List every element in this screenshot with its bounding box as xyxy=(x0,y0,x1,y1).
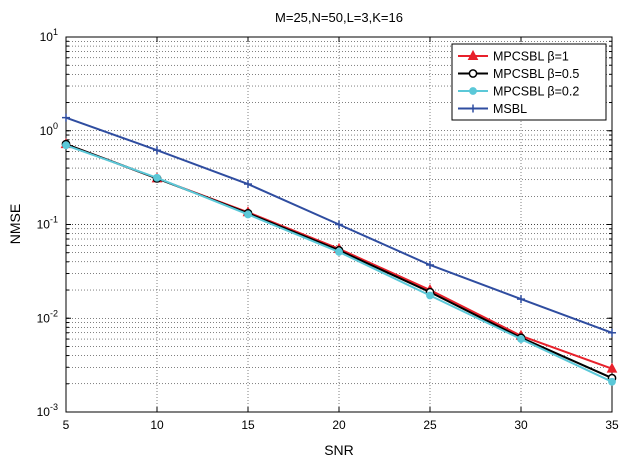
series-3 xyxy=(62,113,616,337)
series-layer xyxy=(60,113,618,386)
x-tick-label: 5 xyxy=(63,418,70,432)
dot-marker xyxy=(153,173,161,182)
y-tick-label: 100 xyxy=(40,121,58,138)
x-tick-label: 20 xyxy=(332,418,346,432)
legend-item: MSBL xyxy=(458,102,527,116)
y-axis-title: NMSE xyxy=(7,204,23,244)
dot-marker xyxy=(517,335,525,343)
chart-title: M=25,N=50,L=3,K=16 xyxy=(275,10,403,25)
y-tick-label: 10-2 xyxy=(37,308,58,325)
legend-item: MPCSBL β=0.5 xyxy=(458,67,579,81)
circle-marker xyxy=(468,69,478,78)
grid xyxy=(66,37,612,412)
legend-item: MPCSBL β=1 xyxy=(458,50,569,64)
legend-item: MPCSBL β=0.2 xyxy=(458,85,579,99)
x-tick-label: 15 xyxy=(241,418,255,432)
x-tick-label: 25 xyxy=(423,418,437,432)
y-tick-label: 101 xyxy=(40,27,58,44)
axis-ticks: 5 10 15 20 25 30 35 10-3 10-2 10-1 100 101 xyxy=(37,27,619,432)
legend: MPCSBL β=1 MPCSBL β=0.5 MPCSBL β=0.2 MSBL xyxy=(451,43,607,121)
dot-marker xyxy=(426,291,434,300)
dot-marker xyxy=(244,210,252,219)
series-2 xyxy=(62,141,616,386)
x-axis-title: SNR xyxy=(324,442,354,458)
legend-label: MSBL xyxy=(493,102,527,116)
dot-marker xyxy=(608,377,616,386)
y-tick-label: 10-3 xyxy=(37,402,58,419)
triangle-marker xyxy=(467,49,479,60)
dot-marker xyxy=(62,141,70,150)
legend-label: MPCSBL β=0.5 xyxy=(493,67,579,81)
x-tick-label: 10 xyxy=(150,418,164,432)
legend-label: MPCSBL β=0.2 xyxy=(493,85,579,99)
legend-label: MPCSBL β=1 xyxy=(493,50,569,64)
triangle-marker xyxy=(606,362,618,373)
dot-marker xyxy=(335,248,343,256)
y-tick-label: 10-1 xyxy=(37,215,58,232)
dot-marker xyxy=(469,87,477,95)
x-tick-label: 30 xyxy=(514,418,528,432)
x-tick-label: 35 xyxy=(605,418,619,432)
